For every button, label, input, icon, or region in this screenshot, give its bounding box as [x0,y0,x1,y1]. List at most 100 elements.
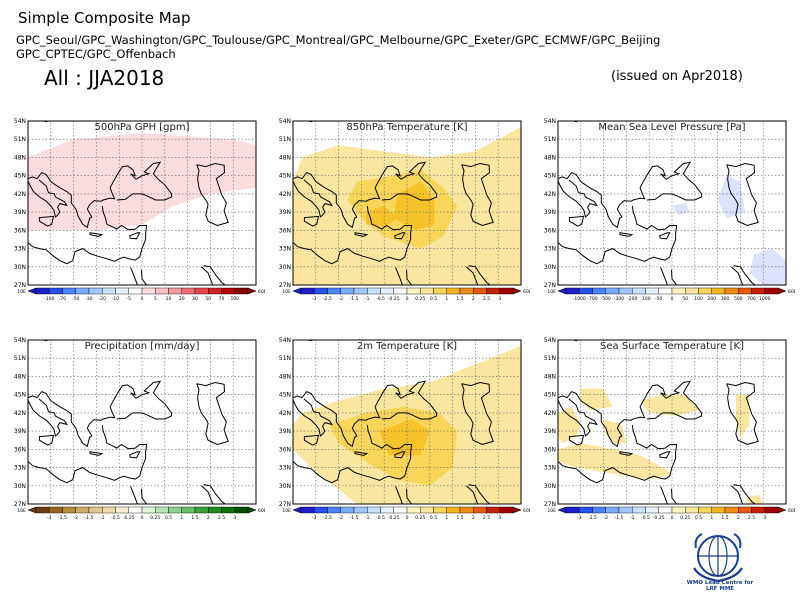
colorbar-swatch [671,506,686,514]
colorbar-label: 300 [721,296,730,302]
colorbar-swatch [499,506,514,514]
colorbar-label: -2 [74,515,79,521]
colorbar-label: -2 [339,515,344,521]
colorbar-swatch [380,287,394,295]
lon-label: 10E [282,289,291,295]
colorbar-swatch [35,287,50,295]
colorbar-label: 30 [192,296,198,302]
colorbar-label: -1.5 [350,296,359,302]
colorbar-swatch [645,506,659,514]
map-precip: Precipitation [mm/day] 54N 51N 48N 45N 42N 39N… [14,337,265,521]
colorbar-swatch [102,287,116,295]
lat-label: 39N [279,428,291,435]
colorbar-swatch [406,287,421,295]
colorbar-label: 1 [445,515,448,521]
lat-label: 33N [14,246,26,253]
lat-label: 51N [14,136,26,143]
lat-label: 54N [279,337,291,344]
lat-label: 27N [14,282,26,289]
colorbar-label: 2 [472,296,475,302]
colorbar-swatch [340,506,355,514]
colorbar-label: 2.5 [483,515,490,521]
colorbar-swatch [88,506,103,514]
map-title: Precipitation [mm/day] [85,341,200,352]
colorbar-swatch [88,287,103,295]
colorbar-label: 0.5 [165,515,172,521]
colorbar-swatch [367,506,381,514]
colorbar-label: -0.5 [111,515,120,521]
colorbar-swatch [102,506,116,514]
colorbar-swatch [618,287,633,295]
map-title: 2m Temperature [K] [357,341,457,352]
lon-label: 10E [282,508,291,514]
colorbar-label: -1.5 [350,515,359,521]
colorbar-label: 1.5 [721,515,728,521]
lon-label: 10E [547,289,556,295]
colorbar-swatch [168,506,182,514]
map-mslp: Mean Sea Level Pressure [Pa] 54N 51N 48N 45N… [544,118,795,302]
colorbar-swatch [751,506,765,514]
colorbar-swatch [486,287,500,295]
lat-label: 48N [279,373,291,380]
colorbar-swatch [353,506,368,514]
colorbar-swatch [446,506,461,514]
colorbar-label: -5 [127,296,132,302]
colorbar-label: 500 [734,296,743,302]
colorbar-swatch [141,287,156,295]
colorbar-swatch [446,287,461,295]
lat-label: 36N [544,227,556,234]
colorbar-label: -1 [100,515,105,521]
lon-label: 60E [258,289,265,295]
wmo-logo-line2: LRF MME [705,586,735,592]
colorbar-swatch [155,506,169,514]
lat-label: 51N [279,355,291,362]
colorbar-swatch [685,506,699,514]
lat-label: 45N [14,173,26,180]
colorbar-swatch [592,506,606,514]
lat-label: 36N [279,227,291,234]
colorbar-swatch [353,287,368,295]
colorbar-swatch [698,506,712,514]
colorbar-swatch [49,506,63,514]
colorbar-swatch [181,506,196,514]
colorbar-label: 0.5 [430,296,437,302]
colorbar-label: -0.25 [123,515,135,521]
lat-label: 36N [544,446,556,453]
lat-label: 42N [279,191,291,198]
lat-label: 42N [544,410,556,417]
lat-label: 51N [544,355,556,362]
lat-label: 39N [14,428,26,435]
lat-label: 33N [279,246,291,253]
map-panel-t850: 850hPa Temperature [K] 54N 51N 48N 45N 42N 39N… [265,113,530,303]
colorbar-swatch [473,506,487,514]
lat-label: 27N [544,282,556,289]
lat-label: 45N [14,392,26,399]
colorbar-swatch [406,506,421,514]
lat-label: 27N [279,282,291,289]
colorbar-label: -2.5 [323,296,332,302]
colorbar-swatch [115,506,129,514]
colorbar-label: -0.5 [641,515,650,521]
colorbar-label: 700 [747,296,756,302]
lat-label: 48N [14,373,26,380]
lat-label: 27N [279,501,291,508]
colorbar-label: -1.5 [85,515,94,521]
colorbar-swatch [764,506,779,514]
colorbar-swatch [194,287,209,295]
colorbar-swatch [658,287,673,295]
colorbar-label: -2 [604,515,609,521]
lon-label: 10E [547,508,556,514]
colorbar-swatch [645,287,659,295]
lat-label: 39N [279,209,291,216]
lat-label: 48N [14,154,26,161]
lat-label: 30N [14,483,26,490]
colorbar-label: 1 [710,515,713,521]
season-label: All : JJA2018 [44,66,165,90]
colorbar-swatch [420,506,434,514]
colorbar-swatch [62,506,76,514]
colorbar-label: 5 [154,296,157,302]
colorbar-swatch [128,287,143,295]
lon-label: 60E [523,508,530,514]
colorbar-label: -1000 [573,296,586,302]
colorbar-label: 0 [141,515,144,521]
